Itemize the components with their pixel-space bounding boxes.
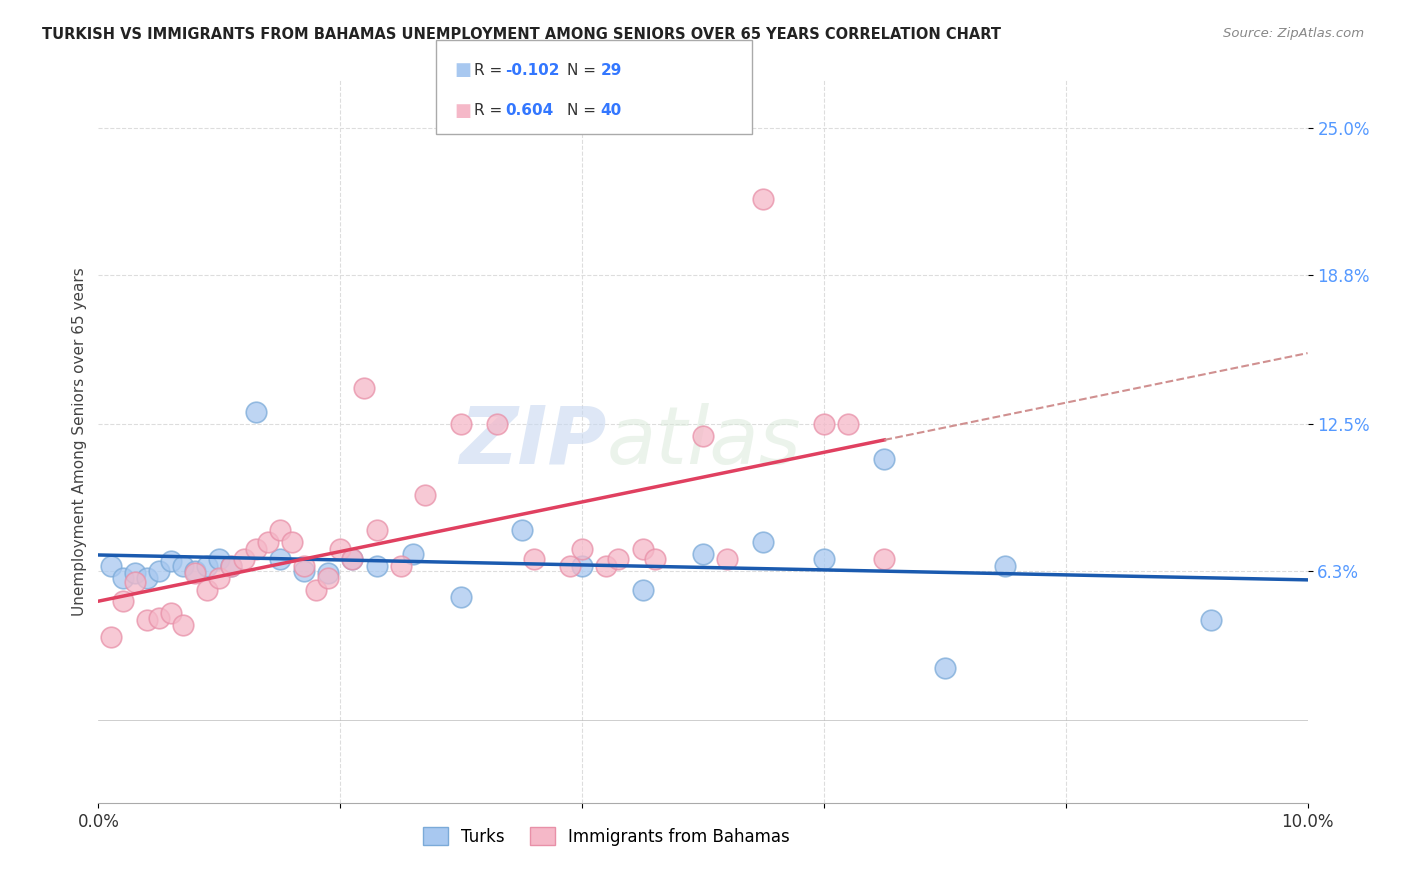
Point — [644, 551, 666, 566]
Point — [631, 542, 654, 557]
Point — [607, 551, 630, 566]
Point — [172, 618, 194, 632]
Text: N =: N = — [567, 103, 600, 119]
Text: -0.102: -0.102 — [505, 62, 560, 78]
Point — [172, 558, 194, 573]
Point — [292, 564, 315, 578]
Point — [631, 582, 654, 597]
Text: TURKISH VS IMMIGRANTS FROM BAHAMAS UNEMPLOYMENT AMONG SENIORS OVER 65 YEARS CORR: TURKISH VS IMMIGRANTS FROM BAHAMAS UNEMP… — [42, 27, 1001, 42]
Point — [208, 571, 231, 585]
Point — [873, 452, 896, 467]
Point — [366, 524, 388, 538]
Point — [692, 428, 714, 442]
Point — [413, 488, 436, 502]
Point — [837, 417, 859, 431]
Point — [305, 582, 328, 597]
Point — [135, 571, 157, 585]
Text: ■: ■ — [454, 102, 471, 120]
Point — [510, 524, 533, 538]
Point — [813, 417, 835, 431]
Text: ZIP: ZIP — [458, 402, 606, 481]
Point — [100, 630, 122, 644]
Point — [232, 551, 254, 566]
Point — [873, 551, 896, 566]
Point — [450, 590, 472, 604]
Point — [245, 405, 267, 419]
Point — [148, 564, 170, 578]
Text: ■: ■ — [454, 61, 471, 79]
Point — [342, 551, 364, 566]
Point — [269, 524, 291, 538]
Point — [523, 551, 546, 566]
Legend: Turks, Immigrants from Bahamas: Turks, Immigrants from Bahamas — [416, 821, 796, 852]
Point — [160, 554, 183, 568]
Point — [292, 558, 315, 573]
Point — [571, 542, 593, 557]
Point — [100, 558, 122, 573]
Point — [595, 558, 617, 573]
Point — [195, 558, 218, 573]
Point — [135, 614, 157, 628]
Point — [160, 607, 183, 621]
Text: 0.604: 0.604 — [505, 103, 553, 119]
Point — [184, 566, 207, 580]
Point — [752, 192, 775, 206]
Point — [486, 417, 509, 431]
Point — [353, 381, 375, 395]
Point — [148, 611, 170, 625]
Point — [692, 547, 714, 561]
Point — [329, 542, 352, 557]
Point — [111, 571, 134, 585]
Text: 40: 40 — [600, 103, 621, 119]
Point — [994, 558, 1017, 573]
Y-axis label: Unemployment Among Seniors over 65 years: Unemployment Among Seniors over 65 years — [72, 268, 87, 615]
Text: Source: ZipAtlas.com: Source: ZipAtlas.com — [1223, 27, 1364, 40]
Point — [245, 542, 267, 557]
Point — [316, 571, 339, 585]
Point — [208, 551, 231, 566]
Point — [195, 582, 218, 597]
Point — [124, 566, 146, 580]
Point — [558, 558, 581, 573]
Point — [269, 551, 291, 566]
Point — [221, 558, 243, 573]
Point — [934, 661, 956, 675]
Text: R =: R = — [474, 62, 508, 78]
Point — [111, 594, 134, 608]
Point — [281, 535, 304, 549]
Point — [1199, 614, 1222, 628]
Point — [316, 566, 339, 580]
Text: R =: R = — [474, 103, 508, 119]
Point — [342, 551, 364, 566]
Text: N =: N = — [567, 62, 600, 78]
Text: 29: 29 — [600, 62, 621, 78]
Point — [571, 558, 593, 573]
Point — [256, 535, 278, 549]
Point — [813, 551, 835, 566]
Point — [402, 547, 425, 561]
Point — [389, 558, 412, 573]
Point — [752, 535, 775, 549]
Point — [124, 575, 146, 590]
Point — [716, 551, 738, 566]
Point — [184, 564, 207, 578]
Point — [366, 558, 388, 573]
Point — [450, 417, 472, 431]
Point — [221, 558, 243, 573]
Text: atlas: atlas — [606, 402, 801, 481]
